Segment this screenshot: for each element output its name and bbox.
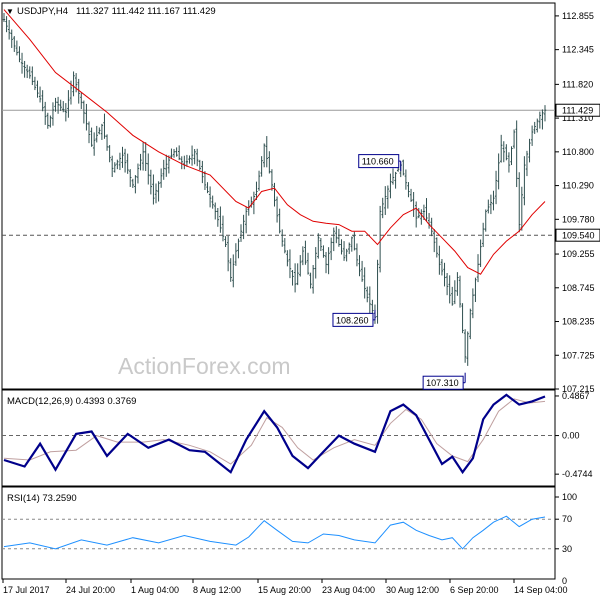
rsi-indicator: 100 70 30 0 [2, 492, 577, 586]
price-axis: 112.855 112.345 111.820 111.310 110.800 110.2… [555, 11, 600, 394]
macd-indicator: 0.4867 0.00 -0.4744 [2, 391, 593, 479]
watermark: ActionForex.com [118, 353, 291, 379]
time-tick-label: 23 Aug 04:00 [322, 585, 375, 595]
callout-label: 110.660 [362, 157, 394, 167]
moving-average-line [3, 9, 546, 275]
rsi-panel-frame [1, 486, 556, 580]
price-tick-label: 107.725 [562, 350, 595, 360]
price-tick-label: 110.800 [562, 147, 594, 157]
callout-box [422, 375, 464, 390]
price-tick-label: 112.345 [562, 45, 594, 55]
price-tick-label: 112.855 [562, 11, 594, 21]
rsi-tick-label: 70 [562, 514, 572, 524]
macd-signal-line [3, 398, 546, 465]
time-tick-label: 1 Aug 04:00 [131, 585, 179, 595]
collapse-arrow-icon[interactable]: ▼ [6, 7, 14, 16]
time-tick-label: 14 Sep 04:00 [514, 585, 568, 595]
macd-line [3, 393, 546, 475]
callout-box [332, 312, 374, 327]
time-tick-label: 15 Aug 20:00 [258, 585, 311, 595]
callout-label: 107.310 [426, 378, 459, 388]
current-price-tag [555, 103, 600, 117]
macd-tick-label: 0.00 [562, 431, 580, 441]
rsi-line [3, 515, 546, 550]
price-candles [2, 13, 547, 366]
macd-panel-frame [1, 389, 556, 487]
level-price-tag [555, 228, 600, 242]
rsi-tick-label: 100 [562, 492, 577, 502]
price-tick-label: 111.310 [562, 113, 593, 123]
price-tick-label: 107.215 [562, 384, 595, 394]
time-tick-label: 17 Jul 2017 [3, 585, 50, 595]
time-axis: 17 Jul 2017 24 Jul 20:00 1 Aug 04:00 8 Aug … [2, 579, 568, 595]
time-tick-label: 24 Jul 20:00 [66, 585, 115, 595]
price-tick-label: 111.820 [562, 79, 593, 89]
time-tick-label: 30 Aug 12:00 [386, 585, 439, 595]
price-tick-label: 108.745 [562, 283, 595, 293]
macd-tick-label: -0.4744 [562, 469, 593, 479]
callout-box [358, 154, 400, 169]
price-tick-label: 108.235 [562, 317, 595, 327]
macd-tick-label: 0.4867 [562, 391, 590, 401]
rsi-tick-label: 0 [562, 576, 567, 586]
callout-label: 108.260 [336, 315, 369, 325]
price-panel-frame [1, 2, 556, 390]
time-tick-label: 8 Aug 12:00 [193, 585, 241, 595]
price-tick-label: 109.780 [562, 214, 595, 224]
current-price-label: 111.429 [562, 106, 593, 116]
rsi-title: RSI(14) 73.2590 [7, 493, 77, 504]
macd-title: MACD(12,26,9) 0.4393 0.3769 [7, 396, 136, 407]
price-callouts: 110.660 108.260 107.310 [332, 154, 466, 390]
ohlc-readout: 111.327 111.442 111.167 111.429 [76, 6, 216, 17]
price-tick-label: 110.290 [562, 181, 594, 191]
time-tick-label: 6 Sep 20:00 [450, 585, 499, 595]
level-price-label: 109.540 [562, 231, 595, 241]
rsi-tick-label: 30 [562, 544, 572, 554]
price-tick-label: 109.255 [562, 249, 595, 259]
symbol-label: USDJPY,H4 [17, 6, 68, 17]
